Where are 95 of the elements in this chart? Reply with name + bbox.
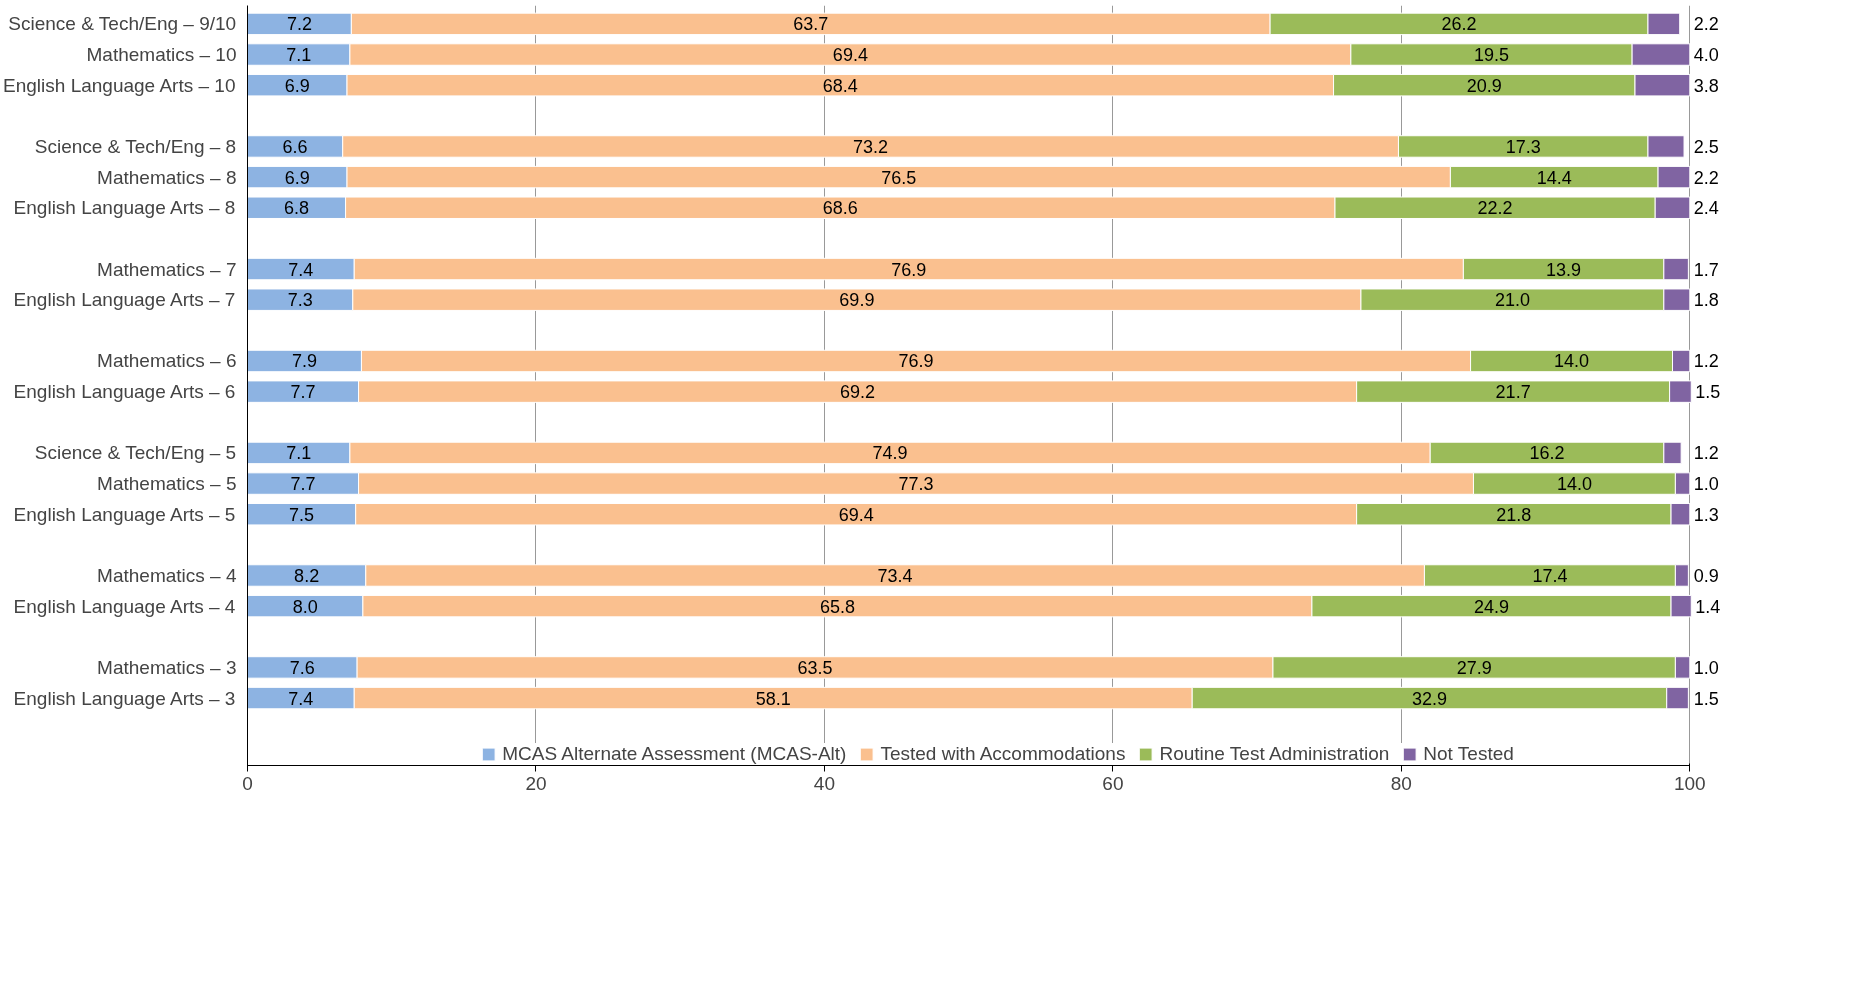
y-tick-label: Mathematics – 7: [97, 258, 237, 280]
legend-label: Routine Test Administration: [1159, 743, 1390, 765]
data-label: 76.9: [891, 259, 927, 280]
data-label: 74.9: [872, 443, 908, 464]
data-label: 4.0: [1693, 45, 1719, 66]
x-tick-label: 80: [1390, 772, 1412, 794]
x-tick-label: 20: [525, 772, 547, 794]
data-label: 7.5: [289, 504, 315, 525]
data-label: 14.0: [1554, 351, 1590, 372]
data-label: 1.0: [1693, 474, 1719, 495]
data-label: 17.4: [1532, 566, 1568, 586]
data-label: 22.2: [1477, 198, 1513, 219]
data-label: 6.9: [284, 75, 310, 96]
data-label: 68.4: [822, 75, 858, 96]
data-label: 2.5: [1693, 136, 1719, 157]
data-label: 7.1: [286, 443, 312, 464]
data-label: 69.9: [839, 290, 875, 311]
legend-label: Tested with Accommodations: [880, 743, 1126, 765]
data-label: 7.7: [290, 474, 316, 495]
legend-label: Not Tested: [1423, 743, 1514, 765]
data-label: 69.4: [838, 504, 874, 525]
x-tick-label: 60: [1102, 772, 1124, 794]
data-label: 1.3: [1693, 504, 1719, 525]
data-label: 8.2: [294, 566, 320, 586]
y-tick-label: Mathematics – 8: [97, 166, 237, 188]
data-label: 58.1: [755, 688, 791, 709]
data-label: 1.2: [1693, 443, 1719, 464]
x-tick-label: 40: [813, 772, 835, 794]
y-tick-label: English Language Arts – 10: [3, 74, 236, 96]
y-tick-label: English Language Arts – 3: [13, 687, 236, 709]
data-label: 73.2: [853, 136, 889, 157]
data-label: 26.2: [1441, 14, 1477, 35]
data-label: 7.2: [286, 14, 312, 35]
y-tick-label: English Language Arts – 5: [13, 503, 236, 525]
data-label: 17.3: [1505, 136, 1541, 157]
legend-label: MCAS Alternate Assessment (MCAS-Alt): [502, 743, 847, 765]
data-label: 32.9: [1411, 688, 1447, 709]
y-tick-label: Mathematics – 10: [86, 44, 237, 66]
data-label: 2.4: [1693, 198, 1719, 219]
data-label: 68.6: [822, 198, 858, 219]
data-label: 77.3: [898, 474, 934, 495]
data-label: 2.2: [1693, 167, 1719, 188]
y-tick-label: Mathematics – 3: [97, 656, 237, 678]
y-tick-label: Mathematics – 4: [97, 565, 237, 586]
data-label: 7.9: [291, 351, 317, 372]
data-label: 2.2: [1693, 14, 1719, 35]
data-label: 1.5: [1693, 688, 1719, 709]
y-tick-label: Science & Tech/Eng – 9/10: [8, 13, 237, 35]
data-label: 69.2: [840, 382, 876, 403]
data-label: 7.4: [288, 259, 314, 280]
x-tick-label: 0: [242, 772, 253, 794]
data-label: 13.9: [1546, 259, 1582, 280]
data-label: 63.5: [797, 657, 833, 678]
data-label: 65.8: [819, 596, 855, 617]
y-tick-label: Science & Tech/Eng – 5: [34, 442, 237, 464]
data-label: 76.5: [881, 167, 917, 188]
data-label: 21.0: [1494, 290, 1530, 311]
data-label: 1.4: [1695, 596, 1721, 617]
data-label: 24.9: [1473, 596, 1510, 617]
y-tick-label: English Language Arts – 8: [13, 197, 236, 219]
data-label: 63.7: [793, 14, 829, 35]
data-label: 20.9: [1466, 75, 1502, 96]
y-tick-label: English Language Arts – 4: [13, 595, 236, 617]
data-label: 0.9: [1693, 566, 1719, 586]
data-label: 27.9: [1456, 657, 1492, 678]
data-label: 14.0: [1556, 474, 1592, 495]
data-label: 21.8: [1496, 504, 1532, 525]
data-label: 7.1: [286, 45, 312, 66]
data-label: 6.8: [284, 198, 310, 219]
data-label: 7.6: [289, 657, 315, 678]
data-label: 21.7: [1495, 382, 1531, 403]
data-label: 6.9: [284, 167, 310, 188]
y-tick-label: Mathematics – 6: [97, 350, 237, 372]
data-label: 1.0: [1693, 657, 1719, 678]
data-label: 1.2: [1693, 351, 1719, 372]
data-label: 1.5: [1695, 382, 1721, 403]
y-tick-label: Science & Tech/Eng – 8: [34, 135, 237, 157]
y-tick-label: English Language Arts – 7: [13, 289, 236, 311]
data-label: 19.5: [1473, 45, 1510, 66]
data-label: 14.4: [1536, 167, 1572, 188]
data-label: 1.7: [1693, 259, 1719, 280]
data-label: 7.7: [290, 382, 316, 403]
data-label: 76.9: [898, 351, 934, 372]
data-label: 1.8: [1693, 290, 1719, 311]
x-tick-label: 100: [1673, 772, 1706, 794]
data-label: 7.4: [288, 688, 314, 709]
y-tick-label: Mathematics – 5: [97, 473, 237, 495]
data-label: 7.3: [287, 290, 313, 311]
data-label: 69.4: [832, 45, 868, 66]
data-label: 3.8: [1693, 75, 1719, 96]
data-label: 6.6: [282, 136, 308, 157]
data-label: 73.4: [877, 566, 913, 586]
data-label: 8.0: [292, 596, 318, 617]
y-tick-label: English Language Arts – 6: [13, 381, 236, 403]
data-label: 16.2: [1529, 443, 1565, 464]
